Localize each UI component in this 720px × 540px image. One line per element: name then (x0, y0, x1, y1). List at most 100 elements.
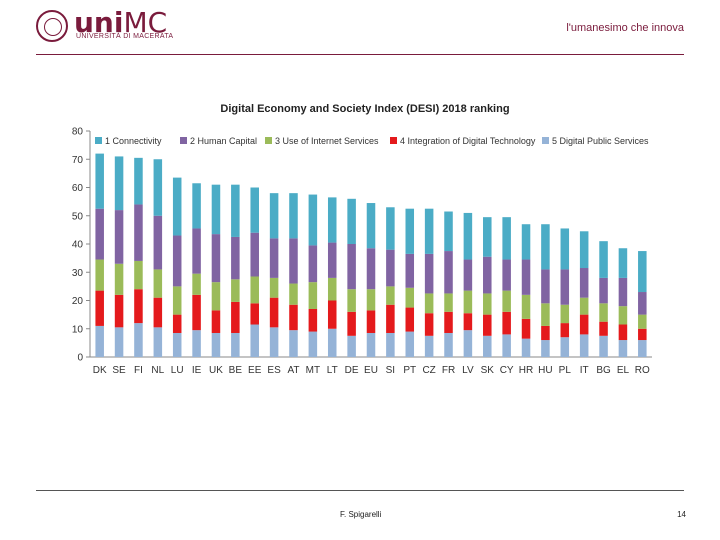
bar-segment-es-4 (269, 297, 279, 328)
bar-segment-se-3 (114, 263, 124, 295)
bar-segment-cy-4 (502, 311, 511, 335)
bar-segment-lt-5 (327, 328, 337, 357)
bar-segment-fr-2 (444, 251, 453, 294)
bar-segment-lu-2 (172, 235, 182, 287)
bar-segment-fi-2 (134, 204, 143, 261)
bar-segment-cz-2 (424, 253, 434, 294)
bar-segment-es-5 (269, 327, 279, 357)
x-tick-label: SE (112, 365, 126, 376)
bar-segment-mt-3 (308, 282, 318, 309)
bar-segment-hr-4 (521, 318, 531, 339)
bar-segment-ee-1 (250, 187, 259, 233)
bar-segment-at-2 (289, 238, 298, 284)
bar-segment-lt-1 (327, 197, 337, 243)
x-tick-label: LU (171, 365, 184, 376)
bar-segment-ro-1 (638, 251, 647, 293)
university-seal-icon (36, 10, 68, 42)
legend-item: 5 Digital Public Services (542, 136, 649, 146)
bar-segment-cy-3 (502, 290, 511, 312)
bar-segment-hu-5 (541, 340, 550, 357)
x-tick-label: DK (93, 365, 107, 376)
bar-segment-it-1 (579, 231, 589, 269)
x-tick-label: EU (364, 365, 378, 376)
x-tick-label: UK (209, 365, 223, 376)
bar-segment-mt-5 (308, 331, 318, 357)
x-tick-label: BE (229, 365, 243, 376)
bar-segment-fr-5 (444, 332, 453, 357)
bar-segment-eu-1 (366, 203, 376, 249)
bar-segment-it-4 (579, 314, 589, 335)
bar-segment-hu-2 (541, 269, 550, 304)
x-tick-label: IT (580, 365, 589, 376)
y-tick-label: 60 (72, 183, 84, 194)
bar-segment-si-4 (386, 304, 395, 333)
bar-segment-be-1 (231, 184, 240, 237)
page-number: 14 (677, 510, 686, 519)
chart-title: Digital Economy and Society Index (DESI)… (220, 103, 509, 115)
bar-segment-sk-5 (483, 335, 492, 357)
y-tick-label: 40 (72, 240, 84, 251)
bar-segment-de-4 (347, 311, 356, 336)
bar-segment-bg-5 (599, 335, 608, 357)
bar-segment-dk-2 (95, 208, 104, 260)
bar-segment-dk-5 (95, 325, 104, 357)
bar-segment-de-2 (347, 244, 356, 290)
bar-segment-eu-4 (366, 310, 376, 333)
bar-segment-sk-4 (483, 314, 492, 336)
bar-segment-lv-1 (463, 212, 473, 260)
bar-segment-cz-1 (424, 208, 434, 254)
bar-segment-at-1 (289, 193, 298, 239)
bar-segment-hr-5 (521, 338, 531, 357)
x-tick-label: LV (462, 365, 474, 376)
brand-name: uniMC (74, 6, 167, 39)
bar-segment-lv-3 (463, 290, 473, 314)
axis-layer: 0 10 20 30 40 50 60 70 80 DK SE FI NL LU IE UK BE EE ES AT M… (72, 127, 652, 376)
x-tick-label: PL (559, 365, 572, 376)
bar-segment-ro-5 (638, 340, 647, 357)
bar-segment-pt-5 (405, 331, 415, 357)
bar-segment-bg-1 (599, 241, 608, 278)
x-tick-label: NL (151, 365, 164, 376)
bar-segment-se-2 (114, 210, 124, 264)
x-tick-label: RO (635, 365, 650, 376)
bar-segment-uk-4 (211, 310, 221, 333)
bar-segment-uk-3 (211, 282, 221, 311)
bar-segment-de-1 (347, 198, 356, 244)
bar-segment-eu-3 (366, 289, 376, 311)
bar-segment-se-1 (114, 156, 124, 211)
bar-segment-at-5 (289, 330, 298, 357)
bar-segment-si-3 (386, 286, 395, 305)
footer-divider (36, 490, 684, 491)
bar-segment-lv-5 (463, 330, 473, 357)
legend-label: 2 Human Capital (190, 136, 257, 146)
bar-segment-es-2 (269, 238, 279, 278)
bar-segment-pl-4 (560, 323, 570, 338)
bar-segment-el-4 (618, 324, 628, 341)
legend-item: 2 Human Capital (180, 136, 257, 146)
x-tick-label: FR (442, 365, 455, 376)
university-logo: uniMC UNIVERSITÀ DI MACERATA (36, 6, 176, 44)
bar-segment-hr-3 (521, 294, 531, 319)
bar-segment-uk-2 (211, 234, 221, 283)
bar-segment-cz-3 (424, 293, 434, 314)
brand-subtitle: UNIVERSITÀ DI MACERATA (76, 33, 174, 40)
bar-segment-hu-4 (541, 325, 550, 341)
bar-segment-bg-3 (599, 303, 608, 322)
legend-swatch (390, 137, 397, 144)
bar-segment-pt-4 (405, 307, 415, 332)
x-tick-label: HU (538, 365, 552, 376)
bar-segment-ie-5 (192, 330, 201, 357)
bar-segment-sk-3 (483, 293, 492, 315)
bar-segment-ie-4 (192, 294, 201, 331)
bar-segment-pl-3 (560, 304, 570, 324)
bar-segment-el-1 (618, 248, 628, 278)
bar-segment-se-5 (114, 327, 124, 357)
bar-segment-el-5 (618, 340, 628, 357)
x-tick-label: IE (192, 365, 202, 376)
bar-segment-be-2 (231, 236, 240, 280)
bar-segment-fr-3 (444, 293, 453, 312)
bar-segment-dk-4 (95, 290, 104, 326)
brand-main: uni (74, 6, 124, 39)
bar-segment-lu-3 (172, 286, 182, 315)
bar-segment-el-2 (618, 277, 628, 307)
